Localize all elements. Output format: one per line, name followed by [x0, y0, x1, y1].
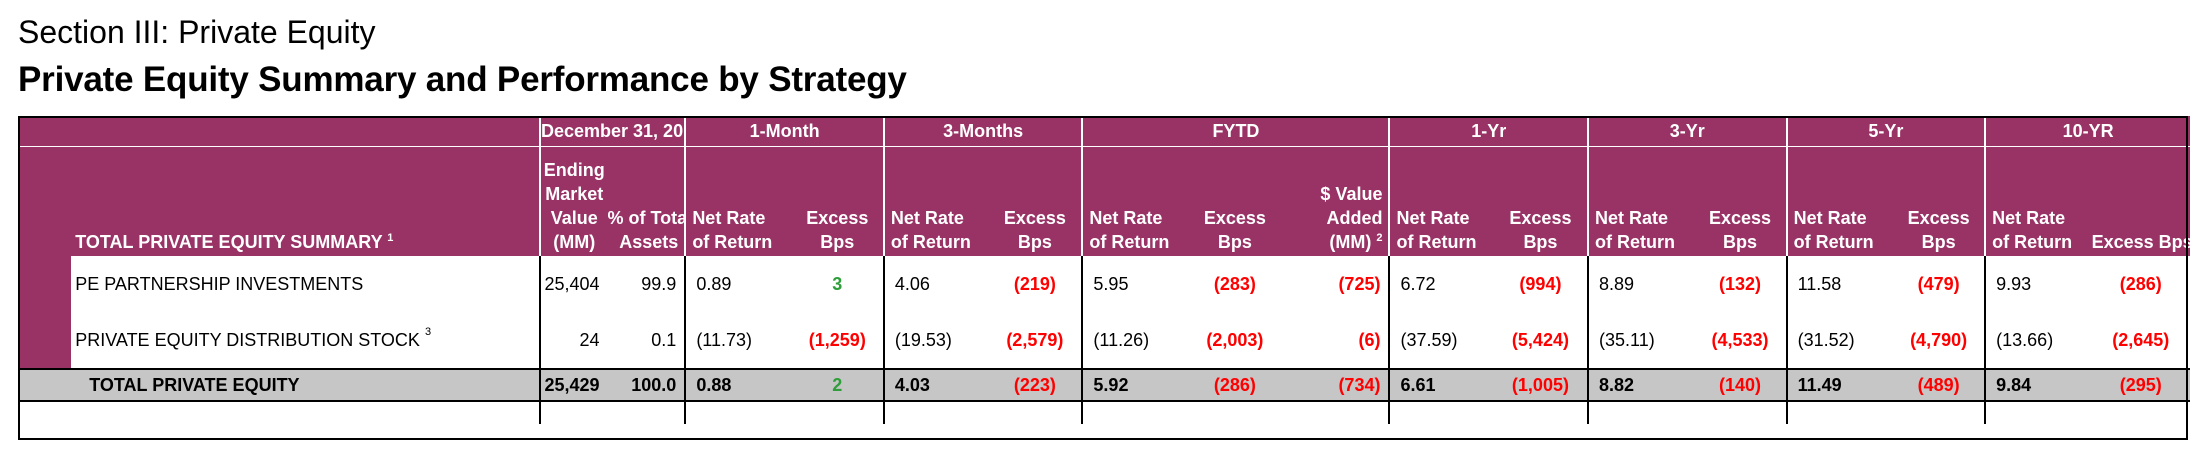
table-row: PE PARTNERSHIP INVESTMENTS 25,404 99.9 0…	[18, 256, 2190, 312]
cell-excess-bps: (4,790)	[1910, 329, 1968, 350]
cell-excess-bps: 3	[832, 273, 843, 294]
cell-excess-bps: (1,005)	[1493, 368, 1589, 402]
cell-pct-total-assets: 0.1	[651, 329, 677, 350]
cell-net-rate: 8.82	[1587, 368, 1695, 402]
cell-ending-market-value: 24	[538, 312, 608, 369]
col-header-excess-bps: Excess Bps	[2091, 146, 2190, 256]
cell-excess-bps: (132)	[1719, 273, 1762, 294]
col-header-net-rate: Net Rate of Return	[1587, 146, 1695, 256]
cell-excess-bps: (140)	[1694, 368, 1787, 402]
cell-value-added: (734)	[1280, 368, 1390, 402]
cell-net-rate: 6.72	[1388, 256, 1494, 312]
cell-pct-total-assets: 100.0	[607, 368, 686, 402]
row-name: TOTAL PRIVATE EQUITY	[71, 368, 540, 402]
cell-net-rate: 5.92	[1081, 368, 1189, 402]
cell-net-rate: 6.61	[1388, 368, 1494, 402]
cell-excess-bps: (286)	[2119, 273, 2162, 294]
row-accent	[18, 312, 72, 369]
section-title: Section III: Private Equity	[18, 14, 376, 50]
cell-excess-bps: (2,645)	[2112, 329, 2170, 350]
cell-excess-bps: (223)	[988, 368, 1083, 402]
cell-excess-bps: (286)	[1188, 368, 1281, 402]
group-header-1-month: 1-Month	[684, 116, 884, 147]
group-header-3-yr: 3-Yr	[1587, 116, 1787, 147]
cell-net-rate: (13.66)	[1984, 312, 2092, 369]
col-header-net-rate: Net Rate of Return	[882, 146, 989, 256]
header-blank	[71, 116, 540, 147]
cell-net-rate: 0.89	[684, 256, 792, 312]
cell-net-rate: 4.03	[882, 368, 989, 402]
cell-net-rate: (19.53)	[882, 312, 989, 369]
header-accent	[18, 116, 72, 147]
cell-net-rate: (37.59)	[1388, 312, 1494, 369]
col-header-excess-bps: Excess Bps	[791, 146, 884, 256]
col-header-excess-bps: Excess Bps	[1188, 146, 1281, 256]
col-header-excess-bps: Excess Bps	[988, 146, 1083, 256]
col-header-net-rate: Net Rate of Return	[1388, 146, 1494, 256]
col-header-value-added: $ Value Added (MM) 2	[1280, 146, 1390, 256]
cell-net-rate: 9.93	[1984, 256, 2092, 312]
col-header-excess-bps: Excess Bps	[1493, 146, 1589, 256]
col-header-net-rate: Net Rate of Return	[684, 146, 792, 256]
row-accent	[18, 368, 72, 402]
col-header-excess-bps: Excess Bps	[1893, 146, 1986, 256]
col-header-pct-total-assets: % of Total Assets	[607, 146, 686, 256]
cell-net-rate: 8.89	[1587, 256, 1695, 312]
cell-net-rate: (11.26)	[1081, 312, 1189, 369]
table-footer-spacer	[18, 401, 2190, 424]
cell-excess-bps: (994)	[1519, 273, 1562, 294]
cell-net-rate: (11.73)	[684, 312, 792, 369]
group-header-5-yr: 5-Yr	[1785, 116, 1986, 147]
total-row: TOTAL PRIVATE EQUITY 25,429 100.0 0.88 2…	[18, 368, 2190, 402]
cell-pct-total-assets: 99.9	[641, 273, 677, 294]
group-header-1-yr: 1-Yr	[1388, 116, 1589, 147]
cell-net-rate: 5.95	[1081, 256, 1189, 312]
cell-net-rate: (31.52)	[1785, 312, 1894, 369]
cell-excess-bps: (5,424)	[1511, 329, 1569, 350]
col-header-net-rate: Net Rate of Return	[1081, 146, 1189, 256]
cell-excess-bps: (489)	[1893, 368, 1986, 402]
cell-value-added: (725)	[1338, 273, 1381, 294]
cell-net-rate: (35.11)	[1587, 312, 1695, 369]
page-title: Private Equity Summary and Performance b…	[18, 60, 907, 99]
cell-ending-market-value: 25,404	[538, 256, 608, 312]
cell-net-rate: 11.58	[1785, 256, 1894, 312]
cell-excess-bps: 2	[791, 368, 884, 402]
column-header-row: TOTAL PRIVATE EQUITY SUMMARY 1 Ending Ma…	[18, 146, 2190, 256]
cell-excess-bps: (4,533)	[1711, 329, 1769, 350]
cell-net-rate: 4.06	[882, 256, 989, 312]
cell-excess-bps: (479)	[1917, 273, 1960, 294]
col-header-ending-market-value: Ending Market Value (MM)	[538, 146, 608, 256]
performance-table: December 31, 2016 1-Month 3-Months FYTD …	[18, 116, 2190, 424]
row-name: PE PARTNERSHIP INVESTMENTS	[75, 273, 364, 294]
group-header-fytd: FYTD	[1081, 116, 1390, 147]
group-header-row: December 31, 2016 1-Month 3-Months FYTD …	[18, 116, 2190, 147]
cell-net-rate: 9.84	[1984, 368, 2092, 402]
cell-ending-market-value: 25,429	[538, 368, 608, 402]
col-header-excess-bps: Excess Bps	[1694, 146, 1787, 256]
header-accent	[18, 146, 72, 256]
summary-label: TOTAL PRIVATE EQUITY SUMMARY 1	[71, 146, 540, 256]
cell-net-rate: 0.88	[684, 368, 792, 402]
row-accent	[18, 256, 72, 312]
row-name: PRIVATE EQUITY DISTRIBUTION STOCK 3	[75, 325, 432, 350]
cell-excess-bps: (219)	[1013, 273, 1056, 294]
col-header-net-rate: Net Rate of Return	[1785, 146, 1894, 256]
cell-excess-bps: (2,579)	[1006, 329, 1064, 350]
group-header-10-yr: 10-YR	[1984, 116, 2190, 147]
cell-excess-bps: (295)	[2091, 368, 2190, 402]
cell-excess-bps: (1,259)	[808, 329, 866, 350]
cell-value-added: (6)	[1358, 329, 1381, 350]
cell-excess-bps: (2,003)	[1206, 329, 1264, 350]
table-row: PRIVATE EQUITY DISTRIBUTION STOCK 3 24 0…	[18, 312, 2190, 369]
cell-net-rate: 11.49	[1785, 368, 1894, 402]
cell-excess-bps: (283)	[1213, 273, 1256, 294]
group-header-3-months: 3-Months	[882, 116, 1083, 147]
group-header-date: December 31, 2016	[538, 116, 686, 147]
col-header-net-rate: Net Rate of Return	[1984, 146, 2092, 256]
